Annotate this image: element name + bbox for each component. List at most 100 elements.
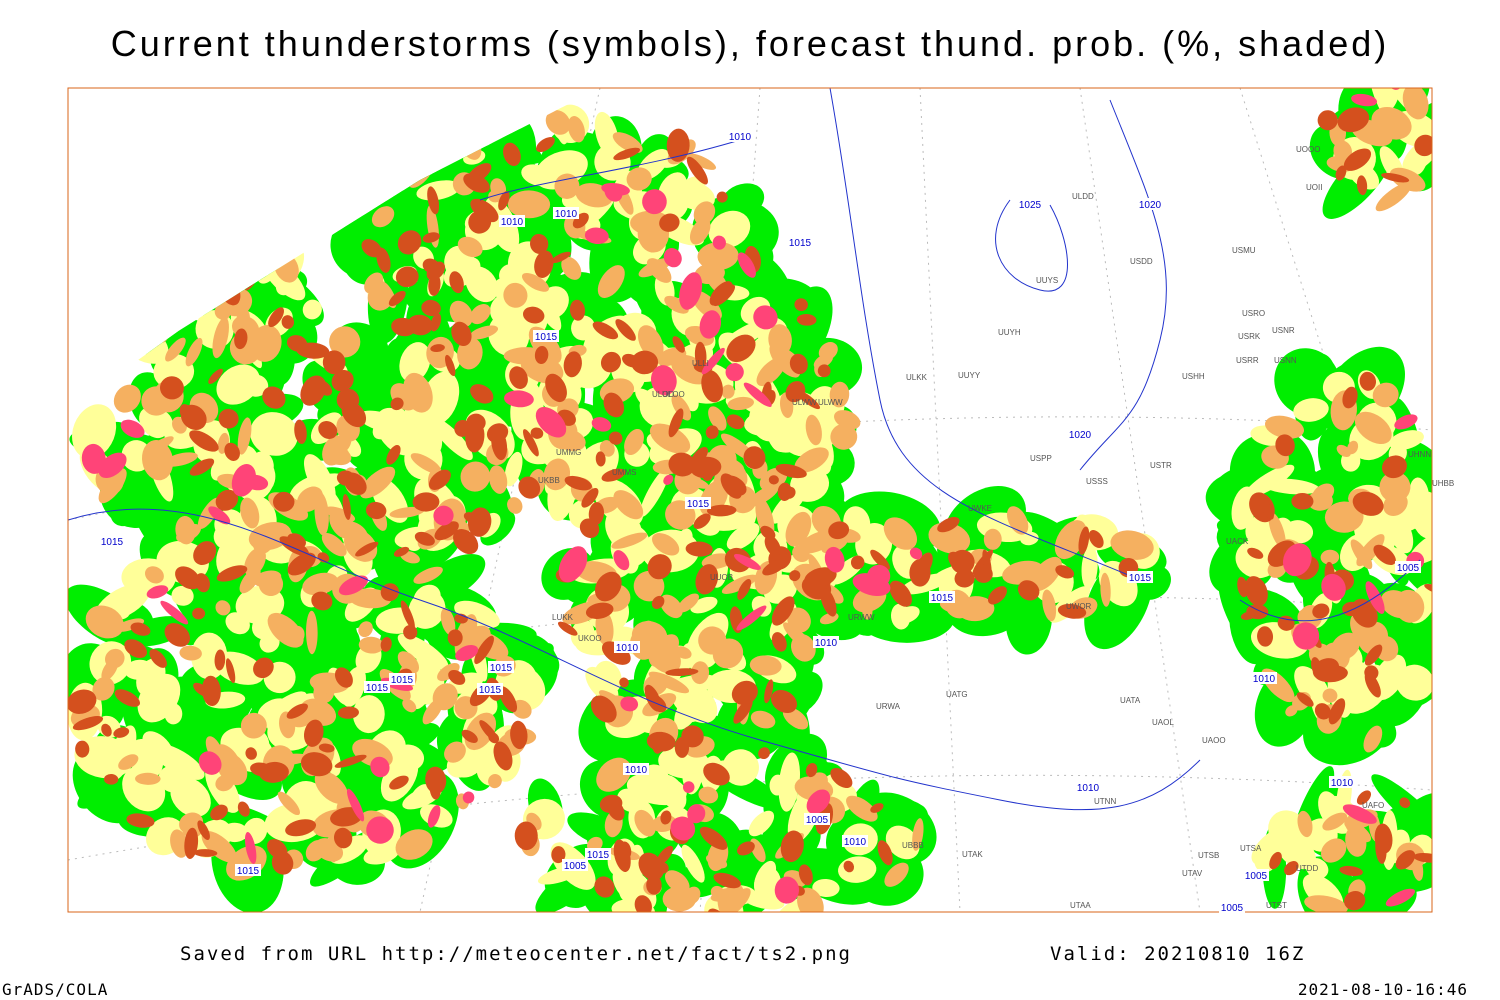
shading-cell xyxy=(792,545,810,563)
shading-cell xyxy=(771,632,787,652)
shading-cell xyxy=(691,661,710,685)
shading-cell xyxy=(114,689,140,707)
shading-cell xyxy=(726,414,745,430)
shading-cell xyxy=(522,429,539,457)
shading-cell xyxy=(461,729,478,743)
shading-cell xyxy=(1402,88,1429,120)
shading-cell xyxy=(318,421,338,439)
shading-cell xyxy=(789,570,801,582)
isobar-label-bg xyxy=(623,763,649,775)
station-label: ULWW xyxy=(792,398,817,407)
shading-cell xyxy=(434,521,459,541)
shading-cell xyxy=(561,256,582,280)
shading-cell xyxy=(389,506,425,518)
shading-cell xyxy=(1385,888,1415,907)
isobar-label-bg xyxy=(813,636,839,648)
shading-cell xyxy=(215,489,239,511)
shading-cell xyxy=(1088,530,1104,549)
shading-cell xyxy=(581,488,599,508)
shading-cell xyxy=(1374,636,1399,662)
shading-cell xyxy=(599,794,623,813)
shading-cell xyxy=(322,350,346,375)
shading-cell xyxy=(179,645,202,661)
station-label: UMMS xyxy=(612,468,636,477)
shading-cell xyxy=(213,651,265,685)
shading-cell xyxy=(192,607,206,620)
shading-cell xyxy=(201,675,221,707)
shading-cell xyxy=(535,407,567,438)
shading-cell xyxy=(237,417,252,455)
shading-cell xyxy=(721,384,735,399)
shading-cell xyxy=(804,567,837,588)
shading-cell xyxy=(231,463,257,497)
shading-cell xyxy=(167,235,192,259)
shading-cell xyxy=(1330,632,1360,660)
station-label: UATA xyxy=(1120,696,1141,705)
shading-cell xyxy=(912,818,924,851)
isobar-label-bg xyxy=(1395,561,1421,573)
shading-cell xyxy=(722,749,759,786)
station-label: UOII xyxy=(1306,183,1322,192)
station-label: UTAK xyxy=(962,850,983,859)
shading-cell xyxy=(103,774,119,785)
shading-cell xyxy=(437,662,460,682)
isobar-label-bg xyxy=(842,835,868,847)
shading-cell xyxy=(805,414,822,446)
isobar-label: 1010 xyxy=(1077,783,1100,794)
shading-cell xyxy=(545,373,567,403)
shading-cell xyxy=(1364,644,1383,666)
shading-cell xyxy=(92,677,115,701)
shading-cell xyxy=(250,412,298,456)
shading-cell xyxy=(797,887,824,912)
shading-cell xyxy=(870,803,884,813)
station-label: UTSA xyxy=(1240,844,1262,853)
shading-cell xyxy=(208,368,223,384)
isobar-label-bg xyxy=(1243,869,1269,881)
isobar-label: 1015 xyxy=(535,332,558,343)
shading-cell xyxy=(1055,565,1075,579)
shading-cell xyxy=(634,809,656,837)
shading-cell xyxy=(805,762,818,778)
station-label: UKBB xyxy=(538,476,560,485)
shading-cell xyxy=(193,849,218,857)
shading-cell xyxy=(336,470,356,486)
shading-cell xyxy=(592,321,619,340)
shading-cell xyxy=(1311,657,1322,676)
shading-cell xyxy=(1020,531,1039,546)
shading-cell xyxy=(536,137,555,153)
shading-cell xyxy=(1297,608,1316,627)
shading-cell xyxy=(371,206,395,228)
shading-cell xyxy=(336,807,351,821)
shading-cell xyxy=(342,494,351,520)
isobar-label-bg xyxy=(389,673,415,685)
shading-cell xyxy=(693,513,711,529)
shading-cell xyxy=(1339,865,1363,877)
shading-cell xyxy=(1269,851,1282,870)
shading-cell xyxy=(400,600,415,630)
isobar-label-bg xyxy=(929,591,955,603)
isobar-label: 1015 xyxy=(479,685,502,696)
shading-cell xyxy=(395,266,419,288)
shading-cell xyxy=(785,511,812,547)
shading-cell xyxy=(399,342,431,383)
shading-cell xyxy=(1347,440,1359,455)
shading-cell xyxy=(101,723,112,737)
shading-cell xyxy=(451,321,472,346)
station-label: USHH xyxy=(1182,372,1205,381)
shading-cell xyxy=(193,541,217,565)
shading-cell xyxy=(201,831,237,863)
shading-cell xyxy=(651,595,665,609)
station-label: UUOB xyxy=(710,573,733,582)
shading-cell xyxy=(1322,812,1348,831)
shading-cell xyxy=(288,625,305,645)
shading-cell xyxy=(355,361,402,416)
isobar-label-bg xyxy=(804,813,830,825)
station-label: UWKE xyxy=(968,504,992,513)
shading-cell xyxy=(228,233,247,254)
station-label: UUYH xyxy=(998,328,1021,337)
shading-cell xyxy=(613,490,644,520)
shading-cell xyxy=(563,351,582,378)
shading-cell xyxy=(237,801,250,817)
shading-cell xyxy=(954,569,975,588)
shading-cell xyxy=(1374,823,1393,854)
